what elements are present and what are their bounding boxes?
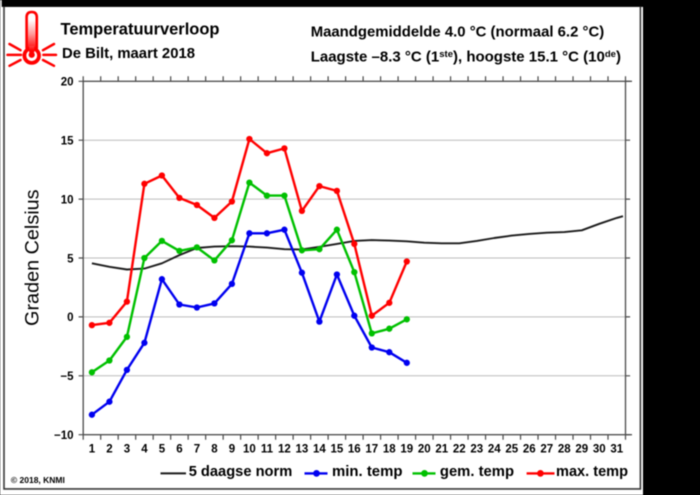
svg-text:28: 28 [558,444,571,456]
svg-text:Laagste –8.3 °C (1ste), hoogst: Laagste –8.3 °C (1ste), hoogste 15.1 °C … [311,48,621,65]
svg-text:7: 7 [194,444,200,456]
svg-text:3: 3 [124,444,130,456]
svg-text:11: 11 [261,444,274,456]
svg-text:10: 10 [243,444,256,456]
svg-text:20: 20 [418,444,431,456]
svg-text:Temperatuurverloop: Temperatuurverloop [61,20,220,39]
svg-text:14: 14 [313,444,326,456]
svg-text:27: 27 [540,444,553,456]
svg-text:De Bilt, maart 2018: De Bilt, maart 2018 [62,45,195,62]
svg-text:29: 29 [575,444,588,456]
svg-text:15: 15 [61,136,74,148]
svg-text:4: 4 [141,444,148,456]
svg-text:6: 6 [176,444,182,456]
svg-text:gem. temp: gem. temp [440,463,514,480]
svg-text:5: 5 [67,253,74,265]
svg-text:8: 8 [211,444,218,456]
svg-text:2: 2 [106,444,112,456]
svg-text:10: 10 [61,194,74,206]
svg-text:© 2018, KNMI: © 2018, KNMI [11,476,65,485]
svg-text:22: 22 [453,444,466,456]
svg-text:−10: −10 [54,430,74,442]
svg-text:20: 20 [61,77,74,89]
svg-text:−5: −5 [60,371,74,383]
svg-text:0: 0 [67,312,73,324]
svg-text:30: 30 [593,444,606,456]
svg-text:min. temp: min. temp [332,463,403,480]
svg-text:5 daagse norm: 5 daagse norm [189,463,293,480]
svg-text:18: 18 [383,444,396,456]
svg-text:31: 31 [610,444,623,456]
svg-text:15: 15 [331,444,344,456]
svg-text:Maandgemiddelde 4.0 °C (normaa: Maandgemiddelde 4.0 °C (normaal 6.2 °C) [311,23,605,40]
svg-text:Graden Celsius: Graden Celsius [22,189,44,326]
svg-text:19: 19 [400,444,413,456]
svg-text:9: 9 [229,444,235,456]
svg-text:24: 24 [488,444,501,456]
svg-text:26: 26 [523,444,536,456]
svg-text:1: 1 [89,444,96,456]
svg-text:17: 17 [365,444,378,456]
svg-text:23: 23 [470,444,483,456]
svg-text:13: 13 [296,444,309,456]
svg-text:5: 5 [159,444,166,456]
svg-text:max. temp: max. temp [556,463,628,480]
svg-text:25: 25 [505,444,518,456]
svg-text:21: 21 [435,444,448,456]
svg-text:16: 16 [348,444,361,456]
svg-text:12: 12 [278,444,291,456]
